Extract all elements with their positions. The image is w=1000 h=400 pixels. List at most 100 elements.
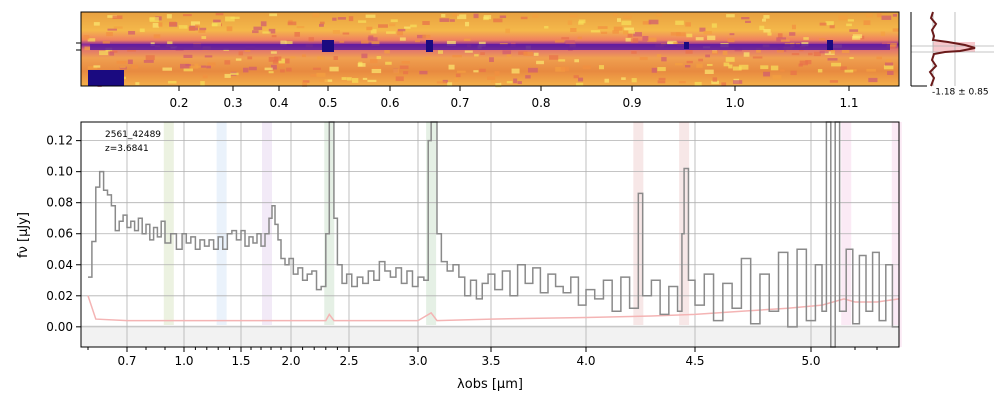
noise-cell [422,21,430,25]
top-tick-label: 1.1 [839,96,858,110]
noise-cell [763,29,771,33]
noise-cell [285,41,293,45]
noise-cell [623,15,632,19]
noise-cell [678,81,686,84]
noise-cell [884,62,894,66]
x-tick-label: 2.5 [339,354,358,368]
noise-cell [290,56,296,59]
noise-cell [767,32,772,36]
noise-cell [452,13,460,17]
line-band [679,122,690,347]
noise-cell [574,59,580,63]
noise-cell [578,19,586,24]
noise-cell [302,80,310,83]
noise-cell [616,18,622,22]
noise-cell [339,40,345,43]
noise-cell [706,63,713,66]
noise-cell [441,13,446,18]
noise-cell [777,33,783,38]
noise-cell [685,64,691,68]
noise-cell [729,33,735,36]
noise-cell [244,49,251,53]
spectrum-line [88,121,899,348]
noise-cell [198,30,206,33]
noise-cell [489,57,494,63]
noise-cell [248,66,257,71]
noise-cell [695,37,704,41]
noise-cell [876,56,882,60]
noise-cell [661,57,667,62]
noise-cell [582,65,591,70]
noise-cell [195,24,200,28]
noise-cell [213,19,221,23]
x-tick-label: 0.7 [117,354,136,368]
x-axis-label: λobs [μm] [457,377,523,392]
noise-cell [549,55,559,60]
noise-cell [763,71,771,77]
noise-cell [84,46,91,51]
noise-cell [437,50,443,54]
noise-cell [179,63,190,69]
noise-cell [712,50,719,55]
noise-cell [224,73,231,78]
error-spectrum-line [87,295,900,322]
noise-cell [376,56,382,60]
noise-cell [819,38,826,41]
noise-cell [404,26,411,29]
noise-cell [721,82,727,86]
noise-cell [107,15,117,18]
noise-cell [633,32,642,37]
noise-cell [630,38,639,43]
noise-cell [211,23,218,27]
noise-cell [403,71,409,75]
top-tick-label: 0.3 [223,96,242,110]
noise-cell [107,28,117,31]
noise-cell [464,21,470,27]
noise-cell [185,63,195,67]
noise-cell [694,81,702,87]
noise-cell [190,63,199,69]
noise-cell [517,81,522,85]
noise-cell [264,67,273,71]
noise-cell [648,19,659,25]
spectrum-2d-emission-3 [684,42,689,49]
noise-cell [109,50,118,53]
noise-cell [158,22,163,27]
noise-cell [657,67,666,72]
noise-cell [310,74,318,77]
line-band [841,122,852,347]
noise-cell [624,27,635,31]
line-band [163,122,174,347]
noise-cell [276,63,285,67]
noise-cell [464,50,473,53]
x-axis-ticks: 0.7 1.0 1.5 2.0 2.5 3.0 3.5 4.0 4.5 5.0 [87,347,878,368]
noise-cell [361,53,368,59]
noise-cell [598,65,605,70]
y-tick-label: 0.02 [46,289,73,303]
noise-cell [385,61,392,65]
noise-cell [601,31,608,34]
noise-cell [474,54,479,57]
noise-cell [651,67,657,73]
noise-cell [623,30,629,35]
top-tick-label: 0.8 [531,96,550,110]
noise-cell [230,16,240,20]
noise-cell [424,56,431,60]
noise-cell [319,79,328,82]
noise-cell [378,24,388,28]
spectrum-2d-panel: 0.2 0.3 0.4 0.5 0.6 0.7 0.8 0.9 1.0 1.1 [76,11,900,110]
noise-cell [182,14,192,17]
noise-cell [763,15,770,19]
noise-cell [480,52,485,55]
noise-cell [116,60,127,64]
noise-cell [169,21,177,26]
noise-cell [199,27,207,31]
noise-cell [883,65,894,70]
noise-cell [491,79,496,83]
noise-cell [332,29,340,34]
noise-cell [190,21,201,26]
noise-cell [272,60,278,64]
noise-cell [473,70,479,73]
noise-cell [87,38,96,42]
noise-cell [711,80,719,85]
